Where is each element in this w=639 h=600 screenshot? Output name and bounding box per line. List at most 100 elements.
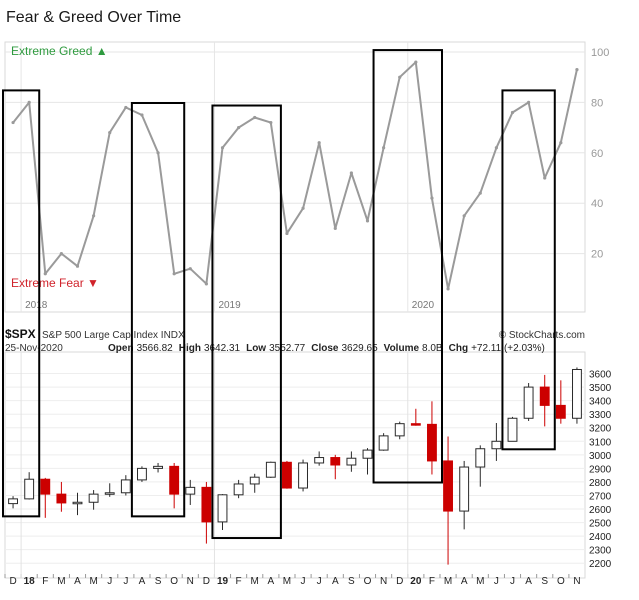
spx-volume-label: Volume <box>384 343 420 354</box>
spx-close-value: 3629.65 <box>341 343 378 354</box>
fear-greed-point <box>446 287 450 291</box>
spx-candle-body <box>523 386 534 419</box>
spx-candle-body <box>410 423 421 426</box>
spx-symbol: $SPX <box>5 327 36 341</box>
extreme-greed-label: Extreme Greed ▲ <box>11 44 108 58</box>
spx-y-tick-label: 3100 <box>589 437 612 448</box>
spx-y-tick-label: 2900 <box>589 464 612 475</box>
spx-candle-body <box>362 449 373 459</box>
spx-y-tick-label: 2200 <box>589 559 612 570</box>
spx-x-tick-label: N <box>380 576 387 587</box>
spx-candle-body <box>443 460 453 512</box>
fear-greed-panel: 20 40 60 80 100 2018 2019 2020 Extreme Greed ▲ Ex… <box>4 41 609 313</box>
spx-x-tick-label: M <box>283 576 291 587</box>
spx-candle-body <box>282 461 292 489</box>
fear-greed-point <box>365 219 370 223</box>
fear-greed-point <box>140 113 144 117</box>
fear-greed-point <box>430 196 434 200</box>
fg-y-tick-label: 80 <box>591 97 603 109</box>
fg-year-label: 2019 <box>218 300 241 311</box>
spx-candle-body <box>555 404 566 419</box>
spx-x-tick-label: A <box>139 576 146 587</box>
spx-x-tick-label: D <box>396 576 403 587</box>
spx-candle-body <box>330 457 341 466</box>
fear-greed-point <box>59 252 63 256</box>
fg-year-label: 2018 <box>25 300 48 311</box>
spx-candle-body <box>40 478 51 495</box>
fear-greed-point <box>204 282 208 286</box>
spx-x-tick-label: J <box>494 576 499 587</box>
spx-x-tick-label: M <box>57 576 65 587</box>
spx-candle-body <box>507 417 518 442</box>
highlight-box <box>501 89 556 451</box>
spx-open-value: 3566.82 <box>137 343 174 354</box>
highlight-boxes <box>2 49 556 540</box>
fg-y-tick-label: 100 <box>591 47 609 59</box>
fear-greed-point <box>108 131 112 135</box>
spx-y-tick-label: 3200 <box>589 424 612 435</box>
spx-candle-body <box>298 462 308 489</box>
highlight-box <box>211 104 282 540</box>
spx-y-tick-label: 3500 <box>589 383 612 394</box>
fear-greed-point <box>156 151 160 155</box>
spx-candle-body <box>572 368 582 419</box>
spx-panel: 2200 2300 2400 2500 2600 2700 2800 2900 3000 3100… <box>4 327 612 587</box>
fear-greed-point <box>237 126 241 130</box>
spx-low-label: Low <box>246 343 266 354</box>
spx-x-tick-label: J <box>301 576 306 587</box>
highlight-box <box>2 89 41 518</box>
extreme-fear-label: Extreme Fear ▼ <box>11 276 99 290</box>
fear-greed-point <box>92 214 96 218</box>
fear-greed-point <box>527 100 531 104</box>
spx-x-tick-label: O <box>364 576 372 587</box>
spx-candle-body <box>72 501 83 505</box>
spx-y-tick-label: 2300 <box>589 546 612 557</box>
spx-x-tick-label: M <box>476 576 484 587</box>
fear-greed-point <box>575 68 579 72</box>
spx-x-tick-label: O <box>170 576 178 587</box>
spx-y-tick-label: 2600 <box>589 505 612 516</box>
highlight-box <box>130 102 186 518</box>
fear-greed-point <box>301 206 305 210</box>
spx-candle-body <box>314 457 325 464</box>
spx-date: 25-Nov-2020 <box>5 343 63 354</box>
spx-x-tick-label: J <box>317 576 322 587</box>
spx-candle-body <box>427 423 437 462</box>
spx-x-tick-label: D <box>9 576 16 587</box>
spx-candle-body <box>169 465 180 495</box>
spx-x-tick-label: A <box>461 576 468 587</box>
spx-high-value: 3642.31 <box>204 343 241 354</box>
spx-y-tick-label: 2500 <box>589 519 612 530</box>
fear-greed-line <box>12 61 578 290</box>
spx-candle-body <box>8 498 18 505</box>
fear-greed-point <box>414 60 418 64</box>
spx-name: S&P 500 Large Cap Index INDX <box>42 330 185 341</box>
fear-greed-point <box>398 75 402 79</box>
spx-close-label: Close <box>311 343 339 354</box>
spx-x-tick-label: O <box>557 576 565 587</box>
spx-x-tick-label: M <box>89 576 97 587</box>
spx-x-tick-label: F <box>236 576 242 587</box>
spx-candle-body <box>378 435 389 451</box>
fear-greed-point <box>27 100 31 104</box>
spx-x-tick-label: 18 <box>24 576 36 587</box>
spx-x-tick-label: M <box>444 576 452 587</box>
spx-x-tick-label: J <box>123 576 128 587</box>
spx-chg-label: Chg <box>449 343 468 354</box>
spx-x-tick-label: S <box>348 576 355 587</box>
fg-y-tick-label: 20 <box>591 249 603 261</box>
spx-volume-value: 8.0B <box>422 343 443 354</box>
spx-x-tick-label: 19 <box>217 576 229 587</box>
fear-greed-point <box>188 267 192 271</box>
spx-x-tick-label: 20 <box>410 576 422 587</box>
spx-candle-body <box>475 448 486 468</box>
spx-open-label: Open <box>108 343 134 354</box>
spx-frame <box>4 351 586 579</box>
fear-greed-point <box>510 110 515 115</box>
spx-y-tick-label: 2700 <box>589 491 612 502</box>
spx-low-value: 3552.77 <box>269 343 306 354</box>
fear-greed-point <box>543 176 547 180</box>
fear-greed-point <box>462 214 466 218</box>
spx-candle-body <box>104 492 115 495</box>
